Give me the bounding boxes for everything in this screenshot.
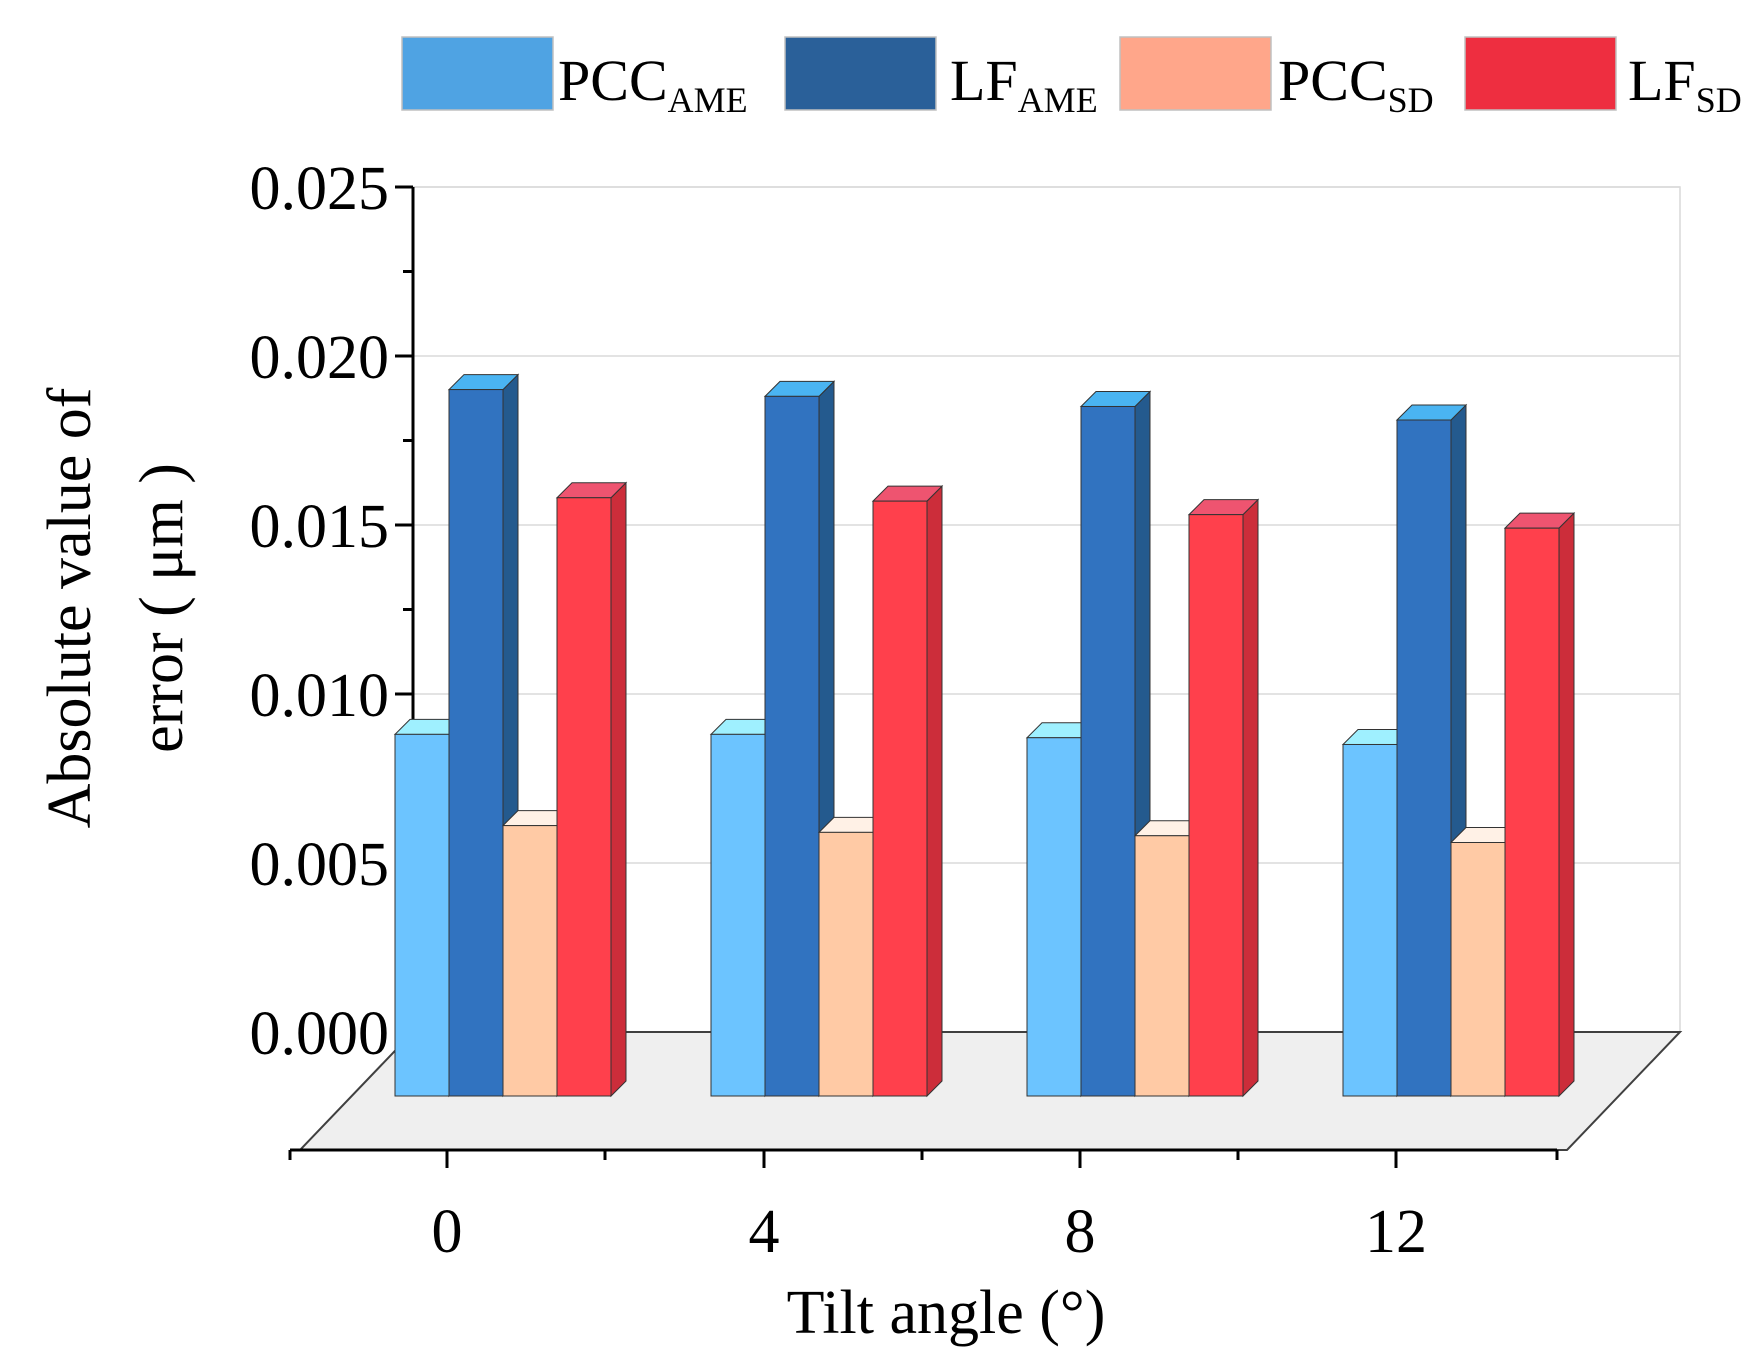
legend-swatch: [1464, 36, 1617, 111]
bar-side: [610, 481, 627, 1098]
legend: PCCAME LFAME PCCSD LFSD: [401, 36, 1742, 120]
bar: [1503, 511, 1576, 1098]
bar-front: [1450, 842, 1506, 1097]
legend-item: LFSD: [1464, 36, 1742, 120]
legend-swatch: [401, 36, 554, 111]
y-tick-label: 0.000: [250, 1000, 390, 1068]
bars: [393, 373, 1576, 1098]
x-tick-label: 4: [749, 1198, 780, 1266]
y-tick-label: 0.020: [250, 324, 390, 392]
legend-label: PCCAME: [558, 48, 748, 120]
bar: [1187, 498, 1260, 1098]
legend-item: LFAME: [784, 36, 1098, 120]
x-tick-label: 0: [432, 1198, 463, 1266]
legend-label: LFAME: [950, 48, 1098, 120]
bar-front: [556, 497, 612, 1097]
legend-item: PCCSD: [1119, 36, 1434, 120]
y-axis-title: Absolute value of error ( μm ): [36, 387, 196, 828]
bar-front: [394, 733, 450, 1097]
bar-side: [1558, 511, 1575, 1098]
bar-side: [926, 484, 943, 1098]
bar-front: [1396, 419, 1452, 1097]
x-axis: 0 4 8 12: [288, 1148, 1559, 1266]
bar: [871, 484, 944, 1098]
x-tick-label: 12: [1365, 1198, 1427, 1266]
legend-label: PCCSD: [1278, 48, 1434, 120]
bar-front: [1342, 743, 1398, 1097]
y-axis-title-line-1: Absolute value of: [36, 387, 104, 828]
y-axis: 0.000 0.005 0.010 0.015 0.020 0.025: [250, 155, 415, 1068]
y-tick-label: 0.010: [250, 662, 390, 730]
bar-front: [502, 825, 558, 1097]
bar-front: [1134, 835, 1190, 1097]
bar-side: [1242, 498, 1259, 1098]
x-tick-label: 8: [1065, 1198, 1096, 1266]
bar-front: [1026, 737, 1082, 1097]
y-tick-label: 0.015: [250, 493, 390, 561]
bar-front: [818, 831, 874, 1097]
bar: [555, 481, 628, 1098]
y-tick-label: 0.025: [250, 155, 390, 223]
x-axis-title: Tilt angle (°): [787, 1279, 1106, 1347]
y-tick-label: 0.005: [250, 831, 390, 899]
bar-front: [1188, 514, 1244, 1097]
legend-swatch: [784, 36, 937, 111]
legend-label: LFSD: [1628, 48, 1742, 120]
y-axis-title-line-2: error ( μm ): [128, 463, 196, 753]
bar-front: [448, 389, 504, 1097]
bar-front: [710, 733, 766, 1097]
bar-front: [1504, 527, 1560, 1097]
bar-front: [872, 500, 928, 1097]
legend-swatch: [1119, 36, 1272, 111]
bar-front: [1080, 405, 1136, 1097]
legend-item: PCCAME: [401, 36, 748, 120]
bar-front: [764, 395, 820, 1097]
